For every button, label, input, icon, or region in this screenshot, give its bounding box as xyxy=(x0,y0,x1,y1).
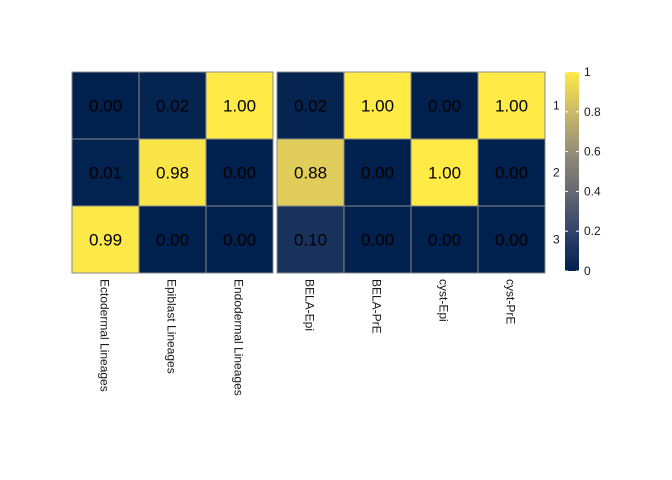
heatmap-cell xyxy=(343,138,412,207)
heatmap-cell xyxy=(276,205,345,274)
column-label: Endodermal Lineages xyxy=(232,279,246,396)
column-label: cyst-Epi xyxy=(437,279,451,322)
heatmap-cell xyxy=(205,71,274,140)
cell-value-label: 0.98 xyxy=(156,164,189,183)
cell-value-label: 0.00 xyxy=(89,97,122,116)
heatmap-group-frame xyxy=(276,71,546,274)
heatmap-cell xyxy=(138,138,207,207)
colorbar-tick-label: 0.4 xyxy=(584,184,601,198)
cell-value-label: 0.00 xyxy=(495,231,528,250)
cell-value-label: 1.00 xyxy=(495,97,528,116)
cell-value-label: 0.00 xyxy=(495,164,528,183)
cell-value-label: 0.00 xyxy=(428,97,461,116)
cell-value-label: 0.00 xyxy=(223,164,256,183)
heatmap-cell xyxy=(138,205,207,274)
colorbar-tick-label: 0.8 xyxy=(584,105,601,119)
cell-value-label: 1.00 xyxy=(361,97,394,116)
cell-value-label: 0.01 xyxy=(89,164,122,183)
cell-value-label: 0.00 xyxy=(223,231,256,250)
heatmap-cell xyxy=(138,71,207,140)
column-label: BELA-Epi xyxy=(303,279,317,331)
cell-value-label: 0.99 xyxy=(89,231,122,250)
colorbar-tick-label: 1 xyxy=(584,65,591,79)
cell-value-label: 0.00 xyxy=(428,231,461,250)
heatmap-cell xyxy=(477,205,546,274)
row-label: 2 xyxy=(553,166,560,180)
colorbar-tick-label: 0.6 xyxy=(584,145,601,159)
column-label: BELA-PrE xyxy=(370,279,384,334)
cell-value-label: 0.02 xyxy=(156,97,189,116)
row-label: 1 xyxy=(553,99,560,113)
colorbar-legend: 0 0.2 0.4 0.6 0.8 1 xyxy=(565,65,601,278)
colorbar-tick-label: 0.2 xyxy=(584,224,601,238)
heatmap-cells xyxy=(71,71,546,274)
heatmap-value-labels: 0.00 0.02 1.00 0.02 1.00 0.00 1.00 0.01 0.98 0.00… xyxy=(89,97,528,250)
colorbar-tick-label: 0 xyxy=(584,264,591,278)
column-label: cyst-PrE xyxy=(504,279,518,324)
heatmap-group-frame xyxy=(71,71,274,274)
row-label: 3 xyxy=(553,233,560,247)
row-labels: 1 2 3 xyxy=(553,99,560,247)
column-label: Epiblast Lineages xyxy=(165,279,179,374)
cell-value-label: 1.00 xyxy=(223,97,256,116)
heatmap-cell xyxy=(410,205,479,274)
cell-value-label: 0.10 xyxy=(294,231,327,250)
cell-value-label: 0.00 xyxy=(156,231,189,250)
heatmap-cell xyxy=(71,71,140,140)
colorbar-gradient xyxy=(565,72,579,271)
cell-value-label: 1.00 xyxy=(428,164,461,183)
column-labels: Ectodermal Lineages Epiblast Lineages Endo… xyxy=(98,279,518,396)
heatmap-cell xyxy=(276,138,345,207)
heatmap-cell xyxy=(205,138,274,207)
cell-value-label: 0.02 xyxy=(294,97,327,116)
cell-value-label: 0.88 xyxy=(294,164,327,183)
column-label: Ectodermal Lineages xyxy=(98,279,112,392)
cell-value-label: 0.00 xyxy=(361,164,394,183)
cell-value-label: 0.00 xyxy=(361,231,394,250)
